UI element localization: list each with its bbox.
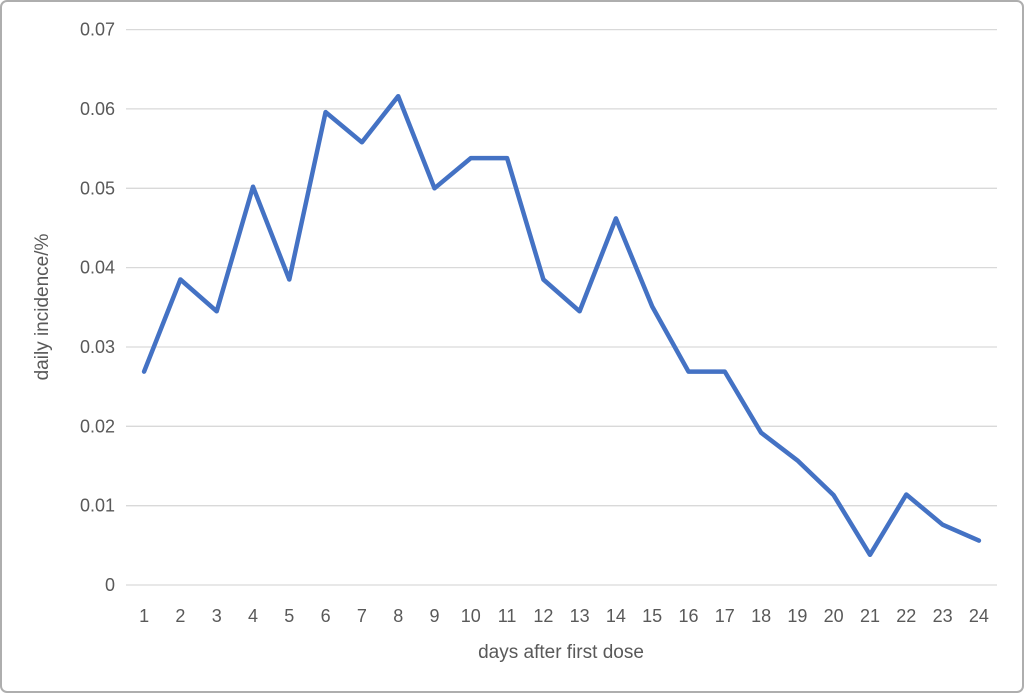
y-tick-label: 0.02 — [80, 416, 115, 436]
x-tick-label: 24 — [969, 606, 989, 626]
y-axis-title: daily incidence/% — [32, 233, 53, 380]
x-tick-label: 16 — [678, 606, 698, 626]
y-tick-label: 0.06 — [80, 99, 115, 119]
x-tick-label: 19 — [787, 606, 807, 626]
x-tick-label: 15 — [642, 606, 662, 626]
x-axis-tick-labels: 1 2 3 4 5 6 7 8 9 10 11 12 13 14 15 16 17 18 19 20 21 22 23 24 — [139, 606, 989, 626]
x-tick-label: 18 — [751, 606, 771, 626]
gridlines — [126, 28, 997, 586]
x-tick-label: 17 — [715, 606, 735, 626]
y-tick-label: 0.03 — [80, 337, 115, 357]
x-tick-label: 8 — [393, 606, 403, 626]
x-axis-title: days after first dose — [478, 642, 644, 663]
y-axis-tick-labels: 0 0.01 0.02 0.03 0.04 0.05 0.06 0.07 — [80, 20, 115, 595]
series-group — [141, 93, 982, 558]
series-line — [141, 93, 982, 558]
y-tick-label: 0 — [105, 575, 115, 595]
x-tick-label: 11 — [498, 606, 517, 626]
x-tick-label: 9 — [429, 606, 439, 626]
x-tick-label: 13 — [570, 606, 590, 626]
x-tick-label: 21 — [860, 606, 880, 626]
y-tick-label: 0.07 — [80, 20, 115, 40]
x-tick-label: 1 — [139, 606, 149, 626]
x-tick-label: 12 — [533, 606, 553, 626]
x-tick-label: 7 — [357, 606, 367, 626]
x-tick-label: 14 — [606, 606, 626, 626]
x-tick-label: 5 — [284, 606, 294, 626]
x-tick-label: 3 — [212, 606, 222, 626]
x-tick-label: 6 — [321, 606, 331, 626]
y-tick-label: 0.05 — [80, 178, 115, 198]
x-tick-label: 23 — [933, 606, 953, 626]
x-tick-label: 10 — [461, 606, 481, 626]
x-tick-label: 20 — [824, 606, 844, 626]
x-tick-label: 2 — [175, 606, 185, 626]
y-tick-label: 0.04 — [80, 258, 115, 278]
y-tick-label: 0.01 — [80, 496, 115, 516]
x-tick-label: 4 — [248, 606, 258, 626]
x-tick-label: 22 — [896, 606, 916, 626]
